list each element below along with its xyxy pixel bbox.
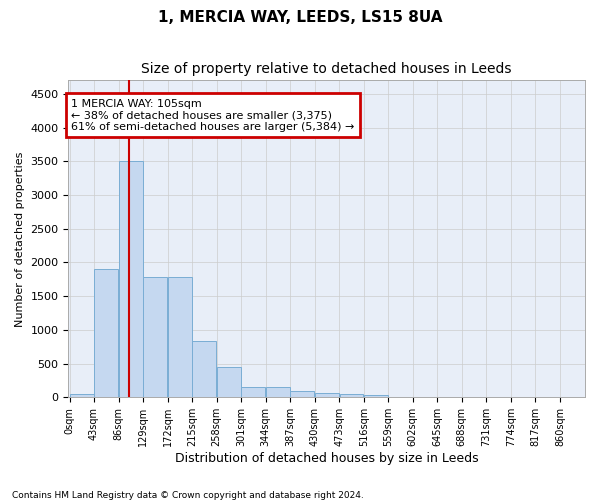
Bar — [290, 392, 314, 398]
Bar — [168, 278, 192, 398]
Bar — [340, 394, 364, 398]
Bar — [119, 162, 143, 398]
Bar — [70, 394, 94, 398]
Bar — [241, 387, 265, 398]
Text: 1, MERCIA WAY, LEEDS, LS15 8UA: 1, MERCIA WAY, LEEDS, LS15 8UA — [158, 10, 442, 25]
Bar — [143, 278, 167, 398]
Text: Contains HM Land Registry data © Crown copyright and database right 2024.: Contains HM Land Registry data © Crown c… — [12, 490, 364, 500]
Bar — [266, 387, 290, 398]
Bar — [217, 367, 241, 398]
Bar — [94, 269, 118, 398]
Bar — [315, 392, 339, 398]
Y-axis label: Number of detached properties: Number of detached properties — [15, 151, 25, 326]
Bar — [364, 396, 388, 398]
Bar — [193, 340, 217, 398]
Title: Size of property relative to detached houses in Leeds: Size of property relative to detached ho… — [142, 62, 512, 76]
X-axis label: Distribution of detached houses by size in Leeds: Distribution of detached houses by size … — [175, 452, 479, 465]
Text: 1 MERCIA WAY: 105sqm
← 38% of detached houses are smaller (3,375)
61% of semi-de: 1 MERCIA WAY: 105sqm ← 38% of detached h… — [71, 98, 355, 132]
